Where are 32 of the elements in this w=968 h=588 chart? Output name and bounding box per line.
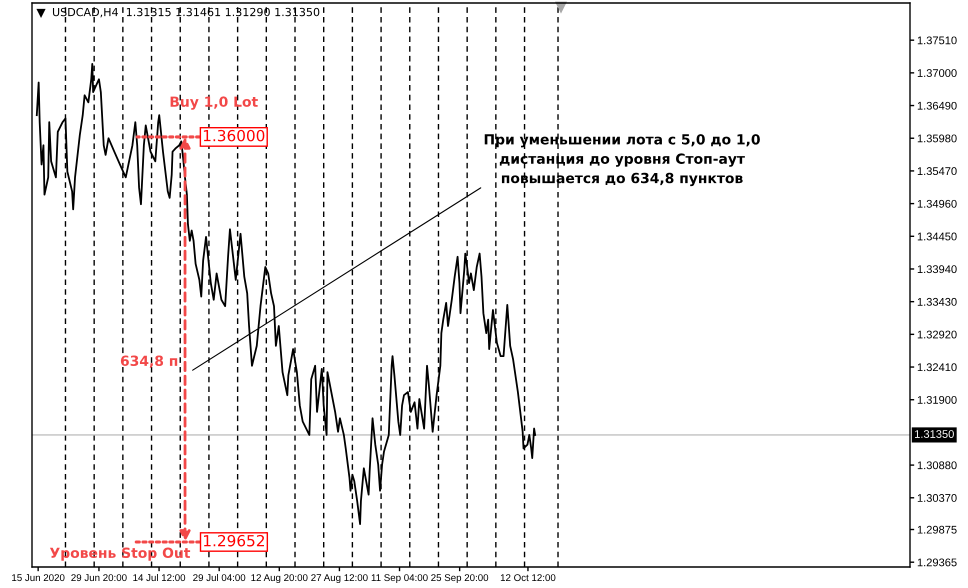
y-tick-label: 1.35980 — [918, 134, 957, 142]
y-tick-label: 1.29365 — [918, 558, 957, 566]
y-tick-label: 1.34450 — [918, 232, 957, 240]
y-tick-label: 1.33940 — [918, 265, 957, 274]
annotation: При уменьшении лота с 5,0 до 1,0 дистанция до уровня Стоп-аут повышается до 634,8 пунктов — [484, 134, 760, 186]
annotation: 1.36000 — [204, 130, 264, 142]
y-tick-label: 1.36490 — [918, 102, 957, 110]
y-tick-label: 1.32920 — [918, 330, 957, 338]
x-tick-label: 14 Jul 12:00 — [133, 574, 186, 582]
x-tick-label: 29 Jun 20:00 — [71, 574, 127, 582]
y-tick-label: 1.37510 — [918, 36, 957, 44]
x-tick-label: 12 Oct 12:00 — [500, 574, 556, 582]
y-tick-label: 1.29875 — [918, 526, 957, 534]
chart-title: USDCAD,H4 1.31315 1.31461 1.31290 1.31350 — [52, 8, 320, 18]
y-tick-label: 1.31900 — [918, 396, 957, 404]
annotation: 634,8 п — [120, 356, 178, 368]
y-tick-label: 1.35470 — [918, 167, 957, 176]
y-tick-label: 1.30370 — [918, 494, 957, 502]
x-tick-label: 25 Sep 20:00 — [431, 574, 488, 584]
x-tick-label: 29 Jul 04:00 — [193, 574, 246, 582]
x-tick-label: 11 Sep 04:00 — [372, 574, 428, 584]
y-tick-label: 1.30880 — [918, 461, 957, 470]
y-tick-label: 1.33430 — [918, 298, 957, 306]
ref-line-label: 1.31350 — [915, 430, 954, 438]
annotation: Buy 1,0 Lot — [170, 96, 258, 110]
x-tick-label: 12 Aug 20:00 — [251, 574, 308, 584]
x-tick-label: 15 Jun 2020 — [12, 574, 65, 582]
y-tick-label: 1.32410 — [918, 363, 957, 372]
y-tick-label: 1.37000 — [918, 69, 957, 77]
x-tick-label: 27 Aug 12:00 — [311, 574, 368, 584]
y-tick-label: 1.34960 — [918, 200, 957, 208]
annotation: 1.29652 — [204, 534, 264, 546]
